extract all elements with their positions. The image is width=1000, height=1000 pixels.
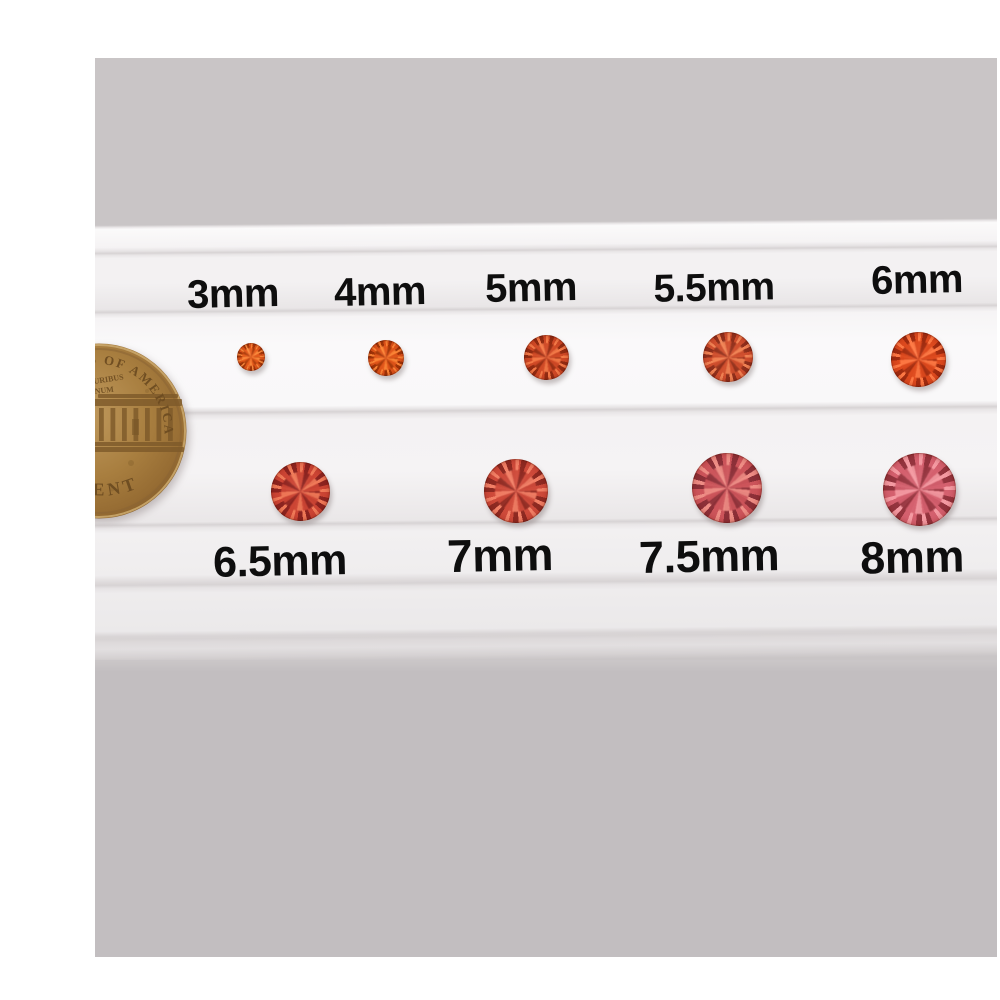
size-label-5.5mm: 5.5mm — [653, 265, 775, 311]
penny-rim-ring — [95, 348, 182, 514]
size-label-6mm: 6mm — [870, 257, 964, 303]
size-label-5mm: 5mm — [484, 265, 578, 311]
gem-7.5mm — [692, 453, 762, 523]
size-label-3mm: 3mm — [186, 271, 280, 317]
size-label-7mm: 7mm — [446, 527, 554, 583]
gem-6.5mm — [271, 462, 330, 521]
gem-7mm — [484, 459, 548, 523]
penny-rim-highlight — [95, 344, 186, 518]
size-label-6.5mm: 6.5mm — [212, 536, 348, 587]
penny-motto-line2: NUM — [95, 385, 115, 396]
penny-tarnish-spot — [145, 389, 149, 393]
lincoln-memorial — [95, 394, 184, 452]
penny-tarnish-spot — [109, 486, 115, 492]
size-label-7.5mm: 7.5mm — [638, 529, 780, 583]
gem-5mm — [524, 335, 569, 380]
gem-8mm — [883, 453, 956, 526]
size-label-4mm: 4mm — [333, 269, 427, 315]
gem-6mm — [891, 332, 946, 387]
gem-5.5mm — [703, 332, 753, 382]
photo: S OF AMERICA URIBUS NUM CENT 3mm 4mm 5mm… — [95, 58, 997, 957]
penny-face — [95, 343, 187, 519]
gem-3mm — [237, 343, 265, 371]
penny-tarnish-spot — [128, 460, 134, 466]
backdrop-bottom — [95, 660, 997, 957]
gem-4mm — [368, 340, 404, 376]
penny-coin: S OF AMERICA URIBUS NUM CENT — [95, 343, 187, 519]
size-label-8mm: 8mm — [859, 530, 965, 584]
